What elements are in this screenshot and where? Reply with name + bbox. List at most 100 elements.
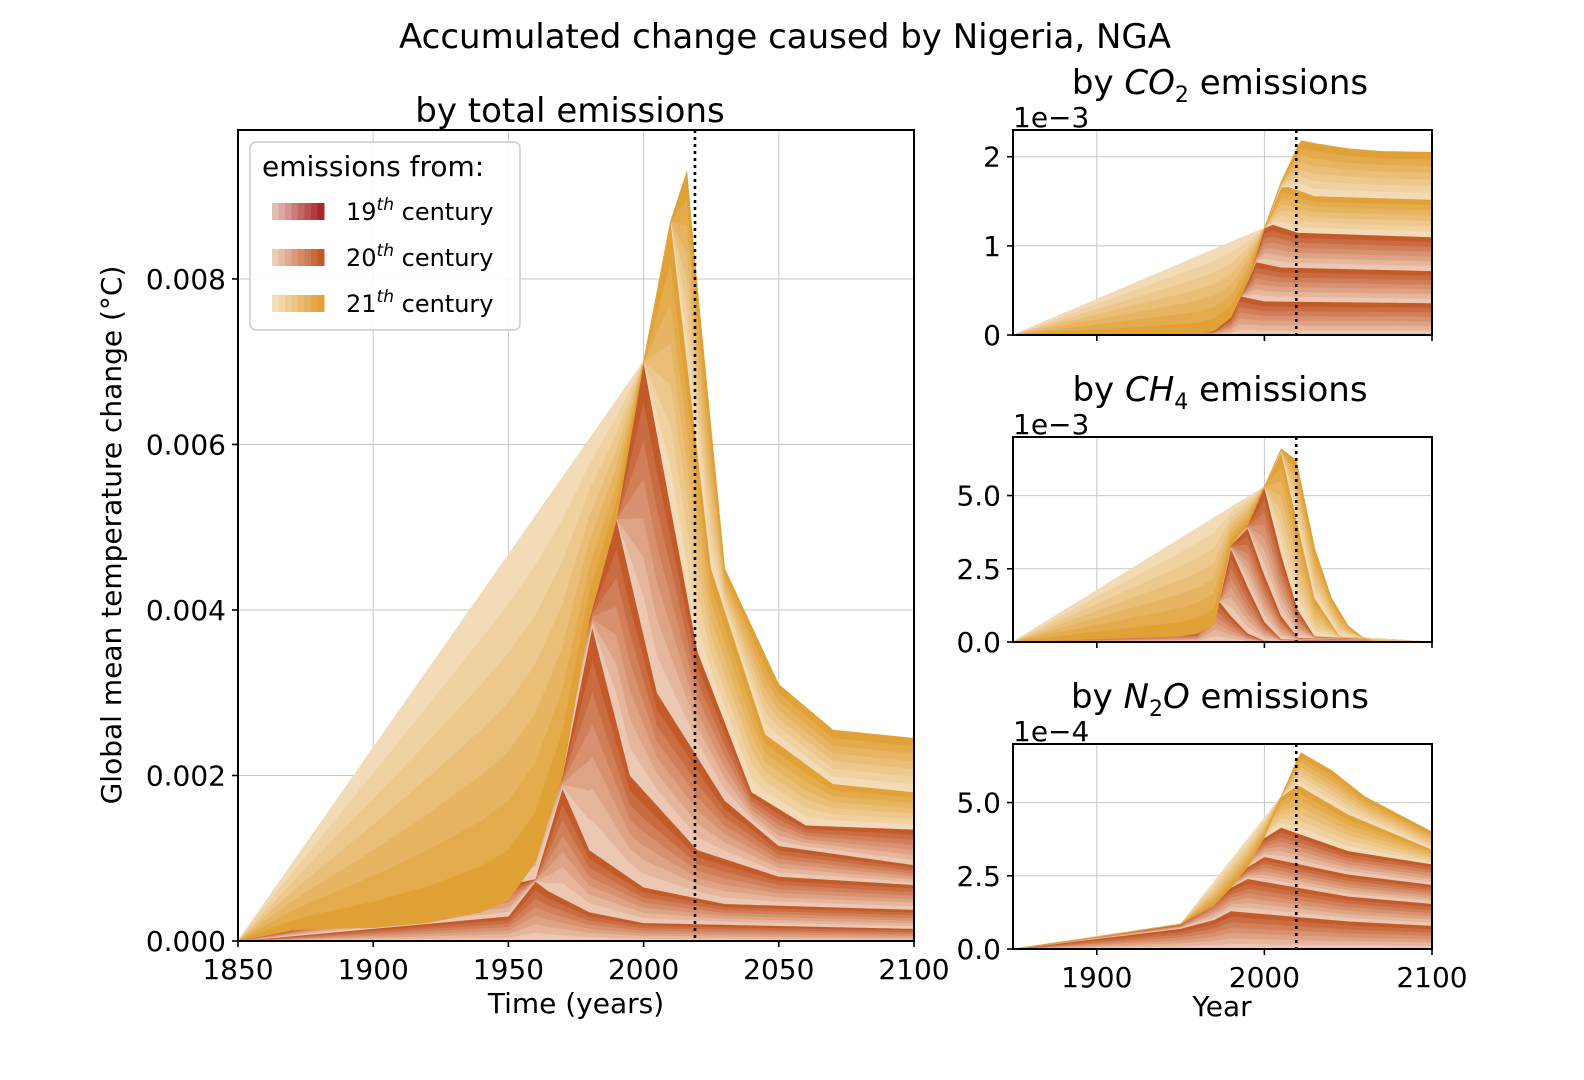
panel-n2o-scale-label: 1e−4 bbox=[1013, 715, 1089, 748]
panel-n2o-title: by N2O emissions bbox=[1071, 677, 1369, 722]
legend-swatch-band bbox=[285, 295, 292, 312]
y-tick-label: 0.004 bbox=[146, 594, 226, 627]
legend-superscript: th bbox=[377, 195, 394, 215]
panel-ch4-species-sub: 4 bbox=[1174, 390, 1188, 415]
x-tick-label: 2000 bbox=[608, 953, 679, 986]
legend-swatch-band bbox=[291, 203, 299, 220]
legend-swatch-band bbox=[272, 295, 279, 312]
panel-co2: by CO2 emissions 1e−3 012 bbox=[983, 63, 1433, 352]
legend-swatch-band bbox=[278, 295, 286, 312]
legend-label: 21th century bbox=[346, 287, 494, 318]
legend-swatch-band bbox=[285, 249, 292, 266]
legend-ordinal: 20 bbox=[346, 244, 377, 272]
panel-total-frame bbox=[237, 129, 915, 942]
panel-n2o-areas bbox=[1012, 752, 1433, 950]
y-tick-label: 0 bbox=[983, 319, 1001, 352]
legend-swatch-band bbox=[311, 249, 318, 266]
legend-word: century bbox=[394, 198, 494, 226]
legend-swatch-band bbox=[304, 249, 312, 266]
panel-n2o-ticks: 1900 2000 2100 0.0 2.5 5.0 bbox=[956, 787, 1467, 994]
panel-total-title: by total emissions bbox=[415, 91, 725, 131]
panel-ch4-species: CH bbox=[1125, 370, 1174, 410]
legend-swatch-band bbox=[304, 203, 312, 220]
y-tick-label: 2.5 bbox=[956, 860, 1001, 893]
panel-ch4-frame bbox=[1012, 436, 1433, 643]
legend-superscript: th bbox=[377, 287, 394, 307]
panel-n2o: by N2O emissions 1e−4 1900 2000 2100 0.0 2.5… bbox=[956, 677, 1467, 1023]
panel-co2-species-sub: 2 bbox=[1175, 83, 1189, 108]
legend-swatch-band bbox=[311, 295, 318, 312]
y-tick-label: 0.000 bbox=[146, 925, 226, 958]
panel-n2o-title-suffix: emissions bbox=[1190, 677, 1369, 717]
y-tick-label: 0.008 bbox=[146, 263, 226, 296]
panel-ch4-areas bbox=[1012, 448, 1433, 643]
legend-box bbox=[249, 141, 521, 331]
x-tick-label: 2100 bbox=[878, 953, 949, 986]
legend-swatch-band bbox=[272, 203, 279, 220]
legend-swatch-band bbox=[285, 203, 292, 220]
area-band bbox=[1012, 448, 1432, 643]
x-tick-label: 2000 bbox=[1229, 961, 1300, 994]
legend-ordinal: 21 bbox=[346, 290, 377, 318]
panel-total-areas bbox=[237, 171, 915, 942]
legend-ordinal: 19 bbox=[346, 198, 377, 226]
legend-label: 19th century bbox=[346, 195, 494, 226]
panel-ch4-title-prefix: by bbox=[1072, 370, 1125, 410]
legend-swatch-band bbox=[298, 203, 305, 220]
legend-swatch-band bbox=[291, 249, 299, 266]
y-tick-label: 0.0 bbox=[956, 626, 1001, 659]
panel-n2o-title-prefix: by bbox=[1071, 677, 1124, 717]
y-tick-label: 2.5 bbox=[956, 553, 1001, 586]
legend-swatch bbox=[272, 249, 325, 266]
panel-total-ticks: 1850 1900 1950 2000 2050 2100 0.000 0.002 0.004 0… bbox=[146, 263, 950, 986]
figure-title: Accumulated change caused by Nigeria, NG… bbox=[399, 17, 1171, 57]
panel-co2-areas bbox=[1012, 140, 1433, 336]
x-tick-label: 2100 bbox=[1396, 961, 1467, 994]
legend-swatch-band bbox=[317, 203, 325, 220]
legend-swatch bbox=[272, 295, 325, 312]
legend-swatch-band bbox=[317, 295, 325, 312]
panel-total-xlabel: Time (years) bbox=[487, 987, 664, 1020]
legend-swatch-band bbox=[304, 295, 312, 312]
panel-ch4: by CH4 emissions 1e−3 0.0 2.5 5.0 bbox=[956, 370, 1433, 659]
legend-swatch-band bbox=[278, 249, 286, 266]
y-tick-label: 0.006 bbox=[146, 428, 226, 461]
legend-swatch-band bbox=[298, 295, 305, 312]
legend-word: century bbox=[394, 244, 494, 272]
legend-title: emissions from: bbox=[262, 150, 484, 183]
panel-ch4-title-suffix: emissions bbox=[1188, 370, 1367, 410]
legend-superscript: th bbox=[377, 241, 394, 261]
legend-swatch-band bbox=[298, 249, 305, 266]
panel-co2-species: CO bbox=[1124, 63, 1175, 103]
panel-n2o-species-sub: 2 bbox=[1149, 697, 1163, 722]
legend-swatch-band bbox=[317, 249, 325, 266]
x-tick-label: 2050 bbox=[743, 953, 814, 986]
panel-co2-title: by CO2 emissions bbox=[1072, 63, 1368, 108]
panel-n2o-frame bbox=[1012, 743, 1433, 950]
legend-swatch-band bbox=[272, 249, 279, 266]
panel-co2-scale-label: 1e−3 bbox=[1013, 101, 1089, 134]
legend-swatch bbox=[272, 203, 325, 220]
panel-co2-title-suffix: emissions bbox=[1189, 63, 1368, 103]
panel-n2o-species: N bbox=[1124, 677, 1149, 717]
x-tick-label: 1850 bbox=[202, 953, 273, 986]
y-tick-label: 2 bbox=[983, 141, 1001, 174]
panel-total-ylabel: Global mean temperature change (°C) bbox=[95, 266, 128, 805]
panel-ch4-ticks: 0.0 2.5 5.0 bbox=[956, 480, 1433, 659]
panel-co2-title-prefix: by bbox=[1072, 63, 1125, 103]
panel-ch4-scale-label: 1e−3 bbox=[1013, 408, 1089, 441]
legend-word: century bbox=[394, 290, 494, 318]
legend-swatch-band bbox=[278, 203, 286, 220]
panel-ch4-title: by CH4 emissions bbox=[1072, 370, 1367, 415]
panel-n2o-xlabel: Year bbox=[1191, 990, 1252, 1023]
legend-swatch-band bbox=[291, 295, 299, 312]
y-tick-label: 1 bbox=[983, 230, 1001, 263]
y-tick-label: 0.0 bbox=[956, 933, 1001, 966]
y-tick-label: 5.0 bbox=[956, 480, 1001, 513]
x-tick-label: 1950 bbox=[473, 953, 544, 986]
panel-co2-frame bbox=[1012, 129, 1433, 336]
y-tick-label: 0.002 bbox=[146, 759, 226, 792]
